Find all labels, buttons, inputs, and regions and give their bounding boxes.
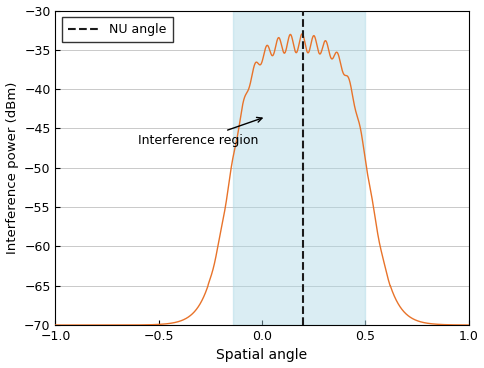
Text: Interference region: Interference region	[138, 117, 262, 147]
Bar	[233, 11, 365, 325]
X-axis label: Spatial angle: Spatial angle	[216, 348, 307, 362]
Legend: NU angle: NU angle	[62, 17, 173, 42]
Y-axis label: Interference power (dBm): Interference power (dBm)	[5, 82, 18, 254]
